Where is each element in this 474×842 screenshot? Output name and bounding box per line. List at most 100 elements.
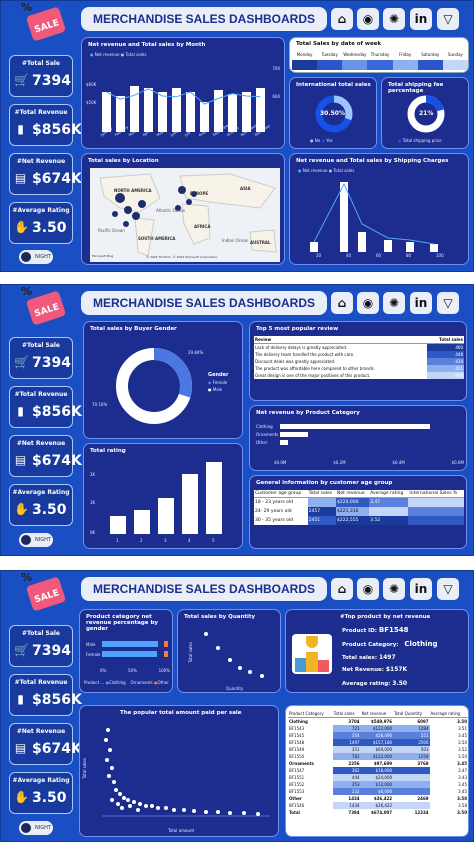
week-day: Saturday xyxy=(421,52,440,57)
x-tick: 60 xyxy=(376,253,382,258)
kpi-total-sale: #Total Sale 🛒 7394 xyxy=(9,55,73,97)
theme-toggle[interactable]: NIGHT xyxy=(19,533,53,547)
age-row: 18 - 23 years old $220,000 3.47 xyxy=(254,497,464,507)
scatter-point xyxy=(242,811,246,815)
scatter-point xyxy=(118,792,122,796)
scatter-point xyxy=(104,738,108,742)
kpi-average-rating: #Average Rating ✋ 3.50 xyxy=(9,484,73,526)
filter-icon[interactable]: ▽ xyxy=(437,292,459,314)
home-icon[interactable]: ⌂ xyxy=(331,578,353,600)
matrix-row[interactable]: BF1543 721 $122,000 1284 3.51 xyxy=(289,725,467,732)
matrix-row[interactable]: BF1545 354 $58,490 551 3.45 xyxy=(289,732,467,739)
x-tick: 5 xyxy=(212,538,215,543)
matrix-row[interactable]: BF1546 1434 $26,422 3.58 xyxy=(289,802,467,809)
scatter-point xyxy=(107,774,111,778)
matrix-row[interactable]: BF1553 232 $6,000 3.45 xyxy=(289,788,467,795)
panel-quantity: Total sales by Quantity Quantity Total s… xyxy=(177,609,281,693)
matrix-row[interactable]: BF1547 362 $18,000 3.47 xyxy=(289,767,467,774)
kpi-net-revenue: #Net Revenue ▤ $674K xyxy=(9,435,82,477)
matrix-row[interactable]: BF1550 781 $122,000 1259 3.50 xyxy=(289,753,467,760)
scatter-point xyxy=(122,796,126,800)
kpi-total-revenue: #Total Revenue ▮ $856K xyxy=(9,104,82,146)
linkedin-icon[interactable]: in xyxy=(410,8,432,30)
rating-bar xyxy=(134,510,150,534)
brain-icon[interactable]: ✺ xyxy=(383,8,405,30)
user-icon[interactable]: ◉ xyxy=(357,578,379,600)
matrix-row[interactable]: BF1551 444 $24,000 3.43 xyxy=(289,774,467,781)
theme-toggle[interactable]: NIGHT xyxy=(19,821,53,835)
scatter-point xyxy=(138,802,142,806)
home-icon[interactable]: ⌂ xyxy=(331,292,353,314)
matrix-row[interactable]: Clothing 3704 $549,976 6097 3.50 xyxy=(289,719,467,724)
scatter-point xyxy=(114,788,118,792)
scatter-point xyxy=(106,728,110,732)
y-tick: $50K xyxy=(86,100,97,105)
kpi-net-revenue: #Net Revenue ▤ $674K xyxy=(9,723,82,765)
kpi-total-sale: #Total Sale 🛒 7394 xyxy=(9,625,73,667)
matrix-row[interactable]: Ornaments 2256 $97,609 3768 3.45 xyxy=(289,761,467,766)
month-bar xyxy=(130,86,139,132)
theme-toggle[interactable]: NIGHT xyxy=(19,250,53,264)
home-icon[interactable]: ⌂ xyxy=(331,8,353,30)
ship-donut xyxy=(407,95,445,133)
y-tick: $60K xyxy=(86,82,97,87)
scatter-point xyxy=(144,804,148,808)
brain-icon[interactable]: ✺ xyxy=(383,292,405,314)
scatter-point xyxy=(110,798,114,802)
map-label: Indian Ocean xyxy=(222,238,249,243)
scatter-point xyxy=(110,766,114,770)
y-tick-right: 600 xyxy=(272,94,280,99)
map-label: Pacific Ocean xyxy=(98,228,125,233)
month-bar xyxy=(102,92,111,132)
matrix-row[interactable]: BF1548 1497 $157,180 2500 3.50 xyxy=(289,739,467,746)
linkedin-icon[interactable]: in xyxy=(410,292,432,314)
panel-map: Total sales by Location NORTH AMERICA EU… xyxy=(81,153,285,265)
chart-icon: ▮ xyxy=(17,122,24,136)
month-bar xyxy=(186,92,195,132)
review-row: The product was affordable here compared… xyxy=(255,365,464,372)
week-day: Thursday xyxy=(370,52,390,57)
shipping-bar xyxy=(340,182,348,252)
kpi-total-sale: #Total Sale 🛒 7394 xyxy=(9,337,73,379)
matrix-row[interactable]: BF1552 353 $12,000 3.45 xyxy=(289,781,467,788)
chart-title: Net revenue and Total sales by Month xyxy=(88,42,206,48)
scatter-point xyxy=(128,804,132,808)
matrix-row[interactable]: Total 7394 $674,007 12334 3.50 xyxy=(289,810,467,815)
age-row: 24- 29 years old 2457 $221,316 xyxy=(254,507,464,516)
user-icon[interactable]: ◉ xyxy=(357,292,379,314)
filter-icon[interactable]: ▽ xyxy=(437,578,459,600)
scatter-point xyxy=(228,811,232,815)
review-row: Great design is one of the major positiv… xyxy=(255,372,464,379)
panel-age-group: General information by customer age grou… xyxy=(249,475,467,549)
shipping-bar xyxy=(406,242,414,252)
map-label: NORTH AMERICA xyxy=(114,188,152,193)
week-heat-row xyxy=(292,60,468,70)
month-bar xyxy=(144,88,153,132)
kpi-net-revenue: #Net Revenue ▤ $674K xyxy=(9,153,82,195)
kpi-total-revenue: #Total Revenue ▮ $856K xyxy=(9,674,82,716)
linkedin-icon[interactable]: in xyxy=(410,578,432,600)
scatter-point xyxy=(132,800,136,804)
filter-icon[interactable]: ▽ xyxy=(437,8,459,30)
shipping-bar xyxy=(430,244,438,252)
x-tick: 20 xyxy=(316,253,322,258)
percent-glyph: % xyxy=(21,1,33,14)
thumbs-icon: ✋ xyxy=(14,220,29,234)
scatter-point xyxy=(192,809,196,813)
brain-icon[interactable]: ✺ xyxy=(383,578,405,600)
world-map[interactable]: NORTH AMERICA EUROPE ASIA Atlantic Ocean… xyxy=(90,168,280,262)
review-row: Discount deals was greatly appreciated. 4… xyxy=(255,358,464,365)
scatter-point xyxy=(120,806,124,810)
kpi-total-revenue: #Total Revenue ▮ $856K xyxy=(9,386,82,428)
matrix-row[interactable]: BF1549 351 $60,000 503 3.52 xyxy=(289,746,467,753)
dashboard-page-1: % SALE MERCHANDISE SALES DASHBOARDS ⌂ ◉ … xyxy=(0,0,474,272)
popular-scatter xyxy=(102,728,270,817)
matrix-row[interactable]: Other 1434 $26,422 2469 3.58 xyxy=(289,796,467,801)
map-label: AFRICA xyxy=(194,224,211,229)
map-credit: © 2024 TomTom, © 2024 Microsoft Corporat… xyxy=(146,255,218,259)
user-icon[interactable]: ◉ xyxy=(357,8,379,30)
scatter-point xyxy=(150,804,154,808)
scatter-point xyxy=(105,758,109,762)
review-row: Lack of delivery delays is greatly appre… xyxy=(255,343,464,351)
